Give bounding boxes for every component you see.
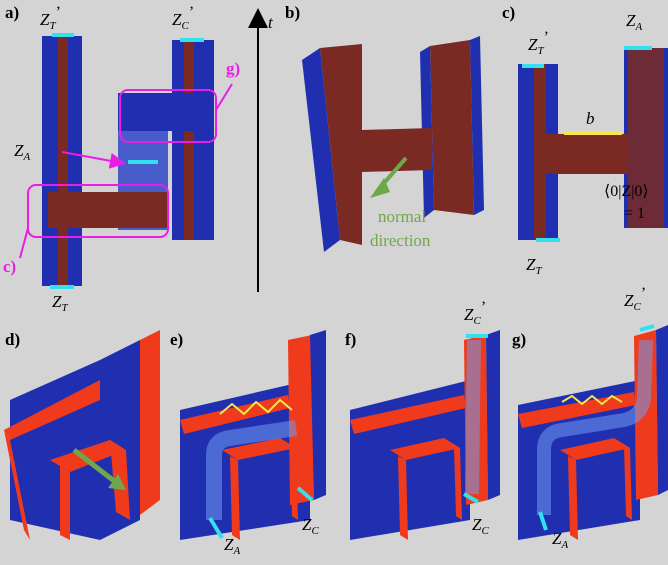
panel-a-zt-prime-label: ZT’ bbox=[40, 4, 61, 32]
panel-a-zt-prime-marker bbox=[52, 33, 74, 37]
panel-a-callout-box-c bbox=[27, 184, 169, 238]
panel-c-expectation-value: = 1 bbox=[624, 205, 645, 222]
panel-e-wall-top bbox=[180, 395, 290, 434]
panel-c-b-marker bbox=[564, 131, 622, 135]
panel-f-zc-label: ZC bbox=[472, 515, 489, 537]
panel-g-anyon-path bbox=[537, 339, 653, 515]
panel-d-left-wall-top bbox=[4, 380, 100, 440]
panel-d-normal-arrow bbox=[72, 448, 120, 486]
panel-f-wall-top bbox=[350, 395, 466, 434]
panel-b-normal-line1: normal bbox=[378, 207, 426, 226]
panel-b-bridge bbox=[362, 128, 432, 172]
panel-a-za-label: ZA bbox=[14, 141, 30, 163]
panel-f-label: f) bbox=[345, 330, 356, 349]
panel-c-left-core bbox=[534, 64, 546, 240]
panel-d-normal-arrowhead bbox=[108, 474, 126, 490]
panel-g: g) ZC’ ZA bbox=[512, 285, 668, 551]
panel-a-right-column-core bbox=[184, 40, 194, 240]
panel-b-label: b) bbox=[285, 3, 300, 22]
time-axis: t bbox=[248, 8, 274, 292]
panel-d: d) bbox=[4, 330, 160, 540]
panel-a-callout-box-g bbox=[119, 89, 217, 143]
panel-e-za-marker bbox=[208, 516, 224, 540]
panel-g-zigzag bbox=[561, 394, 623, 406]
panel-d-tall-wall-edge bbox=[140, 330, 160, 515]
panel-a-callout-line-c bbox=[19, 227, 29, 259]
panel-f-zc-prime-label: ZC’ bbox=[464, 299, 486, 327]
panel-c-b-label: b bbox=[586, 109, 595, 128]
panel-a-callout-line-g bbox=[215, 83, 233, 111]
panel-f-step-right bbox=[454, 446, 462, 520]
panel-g-label: g) bbox=[512, 330, 526, 349]
panel-a-upper-bridge bbox=[118, 93, 214, 131]
panel-b: b) normal direction bbox=[285, 3, 484, 252]
panel-f-tall-wall-side bbox=[486, 330, 500, 500]
panel-f: f) ZC’ ZC bbox=[345, 299, 500, 540]
time-axis-label: t bbox=[268, 13, 274, 32]
panel-f-step-top bbox=[390, 438, 460, 460]
panel-c-right-core bbox=[628, 48, 664, 228]
panel-c-za-marker bbox=[624, 46, 652, 50]
panel-c-zt-label: ZT bbox=[526, 255, 542, 277]
panel-c-expectation: ⟨0|Z|0⟩ bbox=[604, 183, 649, 200]
panel-e-step-top bbox=[222, 438, 296, 460]
panel-g-step-top bbox=[560, 438, 630, 460]
panel-b-normal-arrowhead bbox=[370, 178, 390, 198]
panel-e-label: e) bbox=[170, 330, 183, 349]
panel-b-left-column bbox=[320, 44, 362, 245]
panel-f-zc-marker bbox=[463, 492, 479, 504]
panel-a-zt-label: ZT bbox=[52, 292, 68, 314]
panel-g-step-right bbox=[624, 446, 632, 520]
panel-d-step-left bbox=[60, 466, 70, 540]
panel-d-label: d) bbox=[5, 330, 20, 349]
panel-c-bridge bbox=[546, 134, 628, 174]
panel-a-callout-c-label: c) bbox=[3, 257, 16, 276]
panel-b-left-face bbox=[302, 48, 340, 252]
panel-b-normal-line2: direction bbox=[370, 231, 431, 250]
panel-a-label: a) bbox=[5, 3, 19, 22]
panel-a-zc-prime-label: ZC’ bbox=[172, 4, 194, 32]
panel-g-step-left bbox=[568, 456, 578, 540]
panel-c-za-label: ZA bbox=[626, 11, 642, 33]
panel-c: c) ZT’ ZA b ⟨0|Z|0⟩ = 1 ZT bbox=[502, 3, 668, 277]
panel-e: e) ZA ZC bbox=[170, 330, 326, 557]
panel-g-za-marker bbox=[538, 511, 548, 531]
panel-a-lower-bridge bbox=[48, 192, 168, 228]
panel-a-za-pointer bbox=[61, 151, 126, 169]
panel-e-step-right bbox=[290, 446, 298, 520]
panel-f-anyon-path bbox=[465, 339, 481, 495]
panel-c-zt-prime-label: ZT’ bbox=[528, 29, 549, 57]
panel-e-zigzag bbox=[219, 398, 293, 416]
panel-e-tall-wall-side bbox=[310, 330, 326, 500]
panel-d-left-wall-edge bbox=[4, 430, 30, 540]
panel-a-callout-g-label: g) bbox=[226, 59, 240, 78]
panel-e-zc-marker bbox=[296, 486, 314, 502]
panel-a-za-marker bbox=[128, 160, 158, 164]
panel-d-step-top bbox=[50, 440, 126, 472]
panel-g-zc-prime-marker bbox=[639, 324, 655, 332]
panel-a: a) g) c) ZT’ ZC’ ZA ZT bbox=[3, 3, 240, 314]
panel-g-zc-prime-label: ZC’ bbox=[624, 285, 646, 313]
panel-f-step-left bbox=[398, 456, 408, 540]
panel-c-zt-prime-marker bbox=[522, 64, 544, 68]
panel-g-tall-wall-side bbox=[656, 325, 668, 495]
panel-e-anyon-path bbox=[206, 420, 298, 520]
panel-c-label: c) bbox=[502, 3, 515, 22]
panel-e-zc-label: ZC bbox=[302, 515, 319, 537]
panel-b-right-column bbox=[430, 40, 474, 215]
panel-d-back-face bbox=[10, 340, 140, 540]
panel-e-za-label: ZA bbox=[224, 535, 240, 557]
panel-c-zt-marker bbox=[536, 238, 560, 242]
panel-a-zt-marker bbox=[50, 285, 74, 289]
panel-g-za-label: ZA bbox=[552, 529, 568, 551]
panel-e-step-left bbox=[230, 456, 240, 540]
panel-a-left-column-core bbox=[58, 36, 68, 286]
panel-a-zc-prime-marker bbox=[180, 38, 204, 42]
panel-b-right-edge bbox=[470, 36, 484, 215]
